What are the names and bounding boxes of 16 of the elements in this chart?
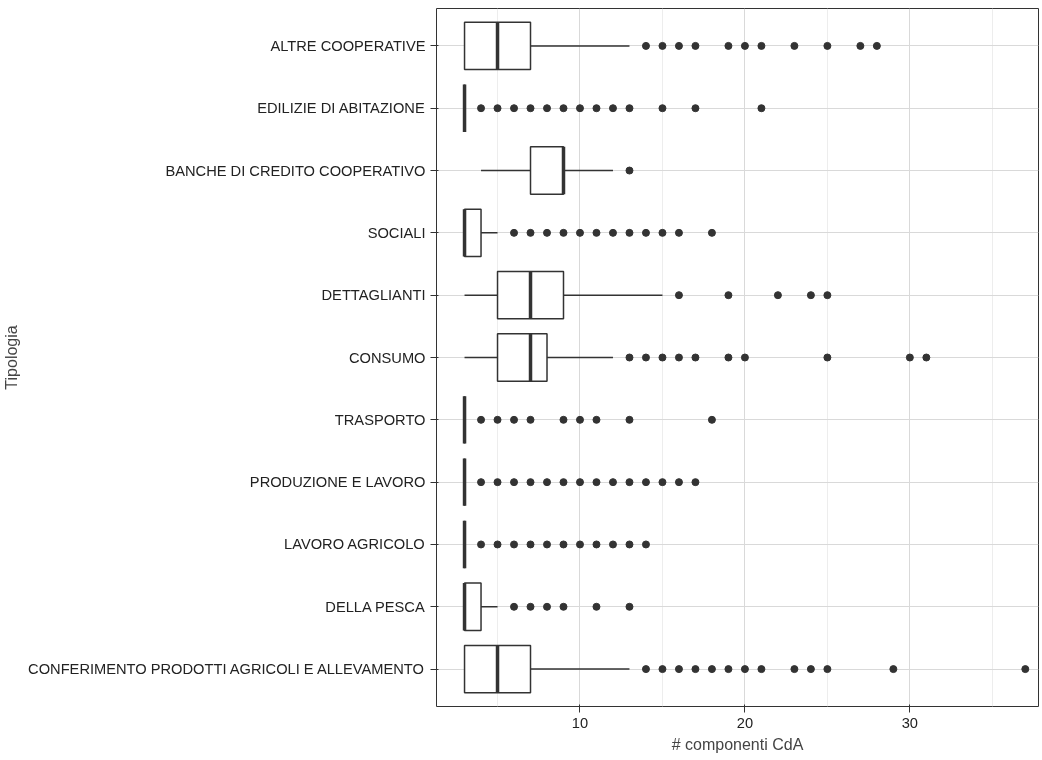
y-tick-label: TRASPORTO — [334, 411, 426, 428]
y-tick-label: CONSUMO — [348, 349, 426, 366]
x-tick-label: 20 — [736, 714, 754, 731]
x-tick-label: 30 — [901, 714, 919, 731]
y-tick-label: SOCIALI — [367, 224, 426, 241]
y-axis-title: Tipologia — [3, 325, 21, 390]
y-tick-label: DETTAGLIANTI — [321, 287, 426, 304]
y-tick-label: PRODUZIONE E LAVORO — [249, 474, 426, 491]
y-tick-label: LAVORO AGRICOLO — [284, 536, 425, 553]
x-axis-title: # componenti CdA — [671, 735, 804, 753]
x-tick-label: 10 — [571, 714, 589, 731]
y-tick-label: BANCHE DI CREDITO COOPERATIVO — [165, 162, 426, 179]
y-tick-label: DELLA PESCA — [325, 598, 425, 615]
y-tick-label: CONFERIMENTO PRODOTTI AGRICOLI E ALLEVAMENTO — [28, 661, 424, 678]
y-tick-label: ALTRE COOPERATIVE — [270, 37, 426, 54]
y-tick-label: EDILIZIE DI ABITAZIONE — [257, 100, 425, 117]
